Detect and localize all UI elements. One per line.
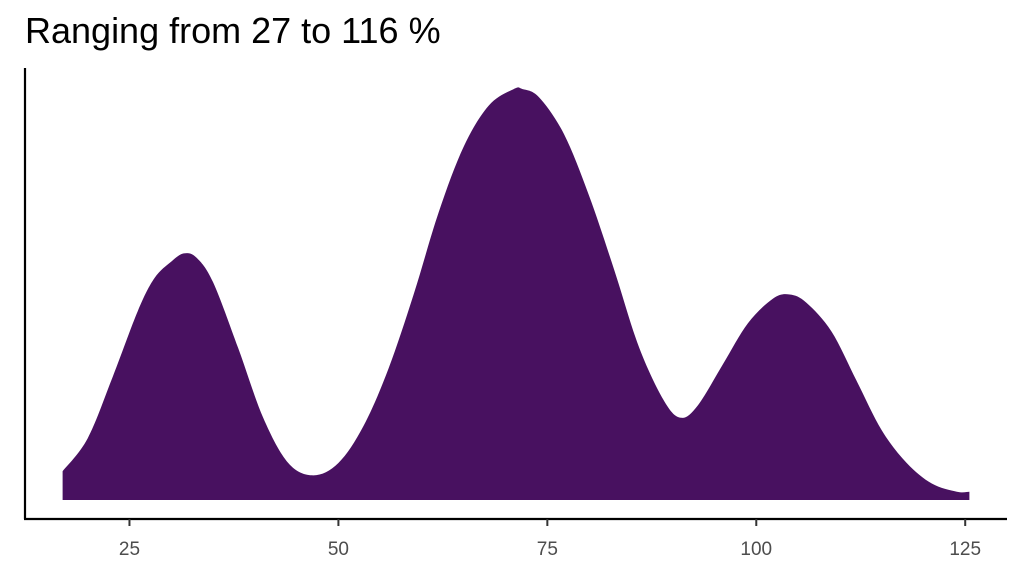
x-axis-ticks: 25 50 75 100 125: [119, 519, 981, 560]
x-tick-label: 50: [328, 539, 349, 560]
x-tick-label: 75: [537, 539, 558, 560]
x-tick-label: 100: [740, 539, 772, 560]
x-tick-label: 125: [949, 539, 981, 560]
chart-title: Ranging from 27 to 116 %: [25, 10, 441, 51]
x-tick-label: 25: [119, 539, 140, 560]
density-area: [62, 87, 970, 500]
